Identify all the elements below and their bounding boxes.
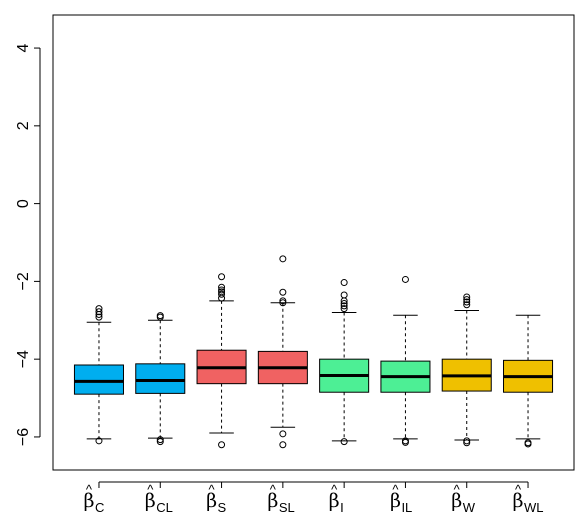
box-series xyxy=(73,255,554,449)
x-tick-hat: ^ xyxy=(147,482,154,497)
x-tick-beta: β xyxy=(390,490,401,512)
outlier-point xyxy=(218,283,226,291)
outlier-point xyxy=(95,313,103,321)
outlier-point xyxy=(95,310,103,318)
outlier-point xyxy=(463,298,471,306)
outlier-point xyxy=(463,293,471,301)
box-i xyxy=(319,279,370,446)
x-tick-hat: ^ xyxy=(515,482,522,497)
x-tick-hat: ^ xyxy=(331,482,338,497)
outlier-point xyxy=(218,294,226,302)
outlier-point xyxy=(156,438,164,446)
x-tick-subscript: SL xyxy=(279,500,295,515)
outlier-point xyxy=(340,438,348,446)
outlier-point xyxy=(218,441,226,449)
x-tick-subscript: C xyxy=(95,500,104,515)
y-tick-label: −4 xyxy=(15,350,32,368)
outlier-point xyxy=(279,255,287,263)
box-c xyxy=(73,305,124,445)
x-tick-subscript: I xyxy=(340,500,344,515)
x-tick-hat: ^ xyxy=(392,482,399,497)
x-tick-hat: ^ xyxy=(454,482,461,497)
outlier-point xyxy=(401,275,409,283)
x-tick-subscript: CL xyxy=(156,500,173,515)
outlier-point xyxy=(340,300,348,308)
iqr-box xyxy=(73,364,124,395)
outlier-point xyxy=(95,437,103,445)
x-tick-hat: ^ xyxy=(209,482,216,497)
outlier-point xyxy=(279,288,287,296)
x-tick-beta: β xyxy=(451,490,462,512)
box-sl xyxy=(257,255,308,449)
outlier-point xyxy=(340,297,348,305)
outlier-point xyxy=(524,440,532,448)
outlier-point xyxy=(463,301,471,309)
x-tick-beta: β xyxy=(83,490,94,512)
x-tick-subscript: IL xyxy=(401,500,412,515)
outlier-point xyxy=(279,297,287,305)
outlier-point xyxy=(218,290,226,298)
box-w xyxy=(441,293,492,447)
outlier-point xyxy=(340,302,348,310)
y-tick-label: 4 xyxy=(15,44,32,53)
outlier-point xyxy=(279,299,287,307)
box-il xyxy=(380,275,431,446)
outlier-point xyxy=(340,279,348,287)
outlier-point xyxy=(95,308,103,316)
y-tick-label: −6 xyxy=(15,428,32,446)
plot-frame xyxy=(52,14,575,471)
x-tick-beta: β xyxy=(329,490,340,512)
outlier-point xyxy=(463,296,471,304)
x-tick-subscript: WL xyxy=(524,500,544,515)
outlier-point xyxy=(156,313,164,321)
outlier-point xyxy=(156,436,164,444)
box-s xyxy=(196,273,247,449)
outlier-point xyxy=(218,273,226,281)
outlier-point xyxy=(401,438,409,446)
x-tick-beta: β xyxy=(145,490,156,512)
outlier-point xyxy=(279,430,287,438)
outlier-point xyxy=(463,439,471,447)
x-tick-hat: ^ xyxy=(270,482,277,497)
y-axis: 4 2 0 −2 −4 −6 xyxy=(15,44,41,446)
x-tick-hat: ^ xyxy=(86,482,93,497)
outlier-point xyxy=(279,441,287,449)
y-tick-label: −2 xyxy=(15,272,32,290)
box-cl xyxy=(135,312,186,446)
y-tick-label: 2 xyxy=(15,121,32,130)
x-tick-beta: β xyxy=(267,490,278,512)
outlier-point xyxy=(340,291,348,299)
iqr-box xyxy=(135,363,186,394)
x-tick-subscript: S xyxy=(218,500,227,515)
x-tick-beta: β xyxy=(206,490,217,512)
x-tick-beta: β xyxy=(513,490,524,512)
outlier-point xyxy=(340,305,348,313)
outlier-point xyxy=(463,437,471,445)
x-tick-subscript: W xyxy=(463,500,476,515)
outlier-point xyxy=(218,286,226,294)
box-wl xyxy=(503,314,554,448)
x-axis: ^β C^β CL^β S^β SL^β I^β IL^β W^β WL xyxy=(83,481,544,515)
y-tick-label: 0 xyxy=(15,199,32,208)
